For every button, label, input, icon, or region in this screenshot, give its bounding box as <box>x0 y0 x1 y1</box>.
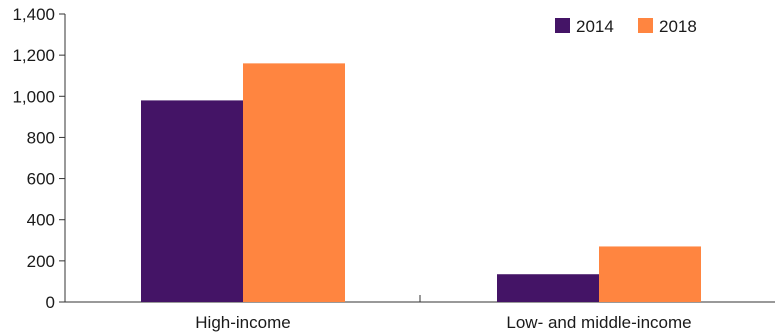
bar-2018-0 <box>243 63 345 302</box>
y-axis: 0 200 400 600 800 1,000 1,200 1,400 <box>12 5 66 312</box>
legend-label-2014: 2014 <box>576 17 614 36</box>
x-category-label: High-income <box>195 313 290 332</box>
y-tick-label: 200 <box>27 252 55 271</box>
y-tick-label: 600 <box>27 170 55 189</box>
category-labels: High-income Low- and middle-income <box>195 313 691 332</box>
x-category-label: Low- and middle-income <box>506 313 691 332</box>
legend-label-2018: 2018 <box>659 17 697 36</box>
bar-2014-0 <box>141 100 243 303</box>
y-tick-label: 1,400 <box>12 5 55 24</box>
bar-2014-1 <box>497 274 599 302</box>
y-tick-label: 400 <box>27 211 55 230</box>
legend-swatch-2014 <box>555 18 570 33</box>
y-tick-label: 1,200 <box>12 46 55 65</box>
bar-2018-1 <box>599 246 701 302</box>
bars <box>141 63 701 303</box>
y-tick-label: 0 <box>46 293 55 312</box>
y-tick-label: 1,000 <box>12 87 55 106</box>
y-tick-label: 800 <box>27 128 55 147</box>
legend-swatch-2018 <box>638 18 653 33</box>
legend: 2014 2018 <box>555 17 697 36</box>
